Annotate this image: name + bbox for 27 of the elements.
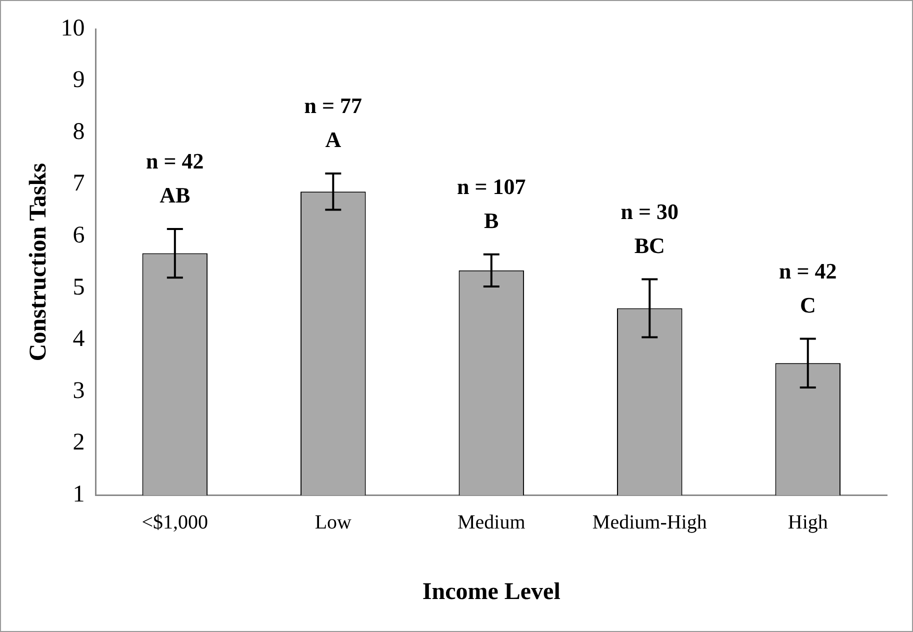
y-tick-label: 10: [60, 15, 85, 42]
x-tick-label: Medium-High: [592, 511, 707, 534]
y-tick-label: 8: [72, 118, 85, 145]
annotation: BC: [634, 232, 665, 258]
y-tick-label: 4: [72, 326, 85, 352]
annotation: B: [484, 208, 500, 234]
annotation: AB: [160, 182, 191, 208]
y-axis-title: Construction Tasks: [26, 163, 52, 362]
y-tick-label: 5: [72, 274, 85, 300]
y-tick-label: 2: [72, 430, 85, 456]
x-tick-label: Low: [314, 511, 352, 534]
x-tick-label: <$1,000: [142, 511, 208, 534]
annotation: n = 42: [778, 258, 837, 284]
annotation: n = 77: [304, 93, 362, 118]
annotation: A: [325, 127, 342, 152]
annotation: C: [800, 292, 816, 318]
y-tick-label: 1: [72, 481, 85, 508]
annotation: n = 42: [146, 148, 204, 174]
y-tick-label: 6: [72, 222, 85, 248]
x-axis-title: Income Level: [422, 578, 561, 605]
annotation: n = 30: [620, 198, 679, 224]
x-tick-label: Medium: [458, 511, 526, 534]
y-tick-label: 7: [72, 170, 85, 197]
annotation: n = 107: [457, 174, 526, 200]
x-tick-label: High: [788, 511, 828, 534]
y-tick-label: 3: [72, 378, 85, 404]
y-tick-label: 9: [72, 67, 85, 94]
